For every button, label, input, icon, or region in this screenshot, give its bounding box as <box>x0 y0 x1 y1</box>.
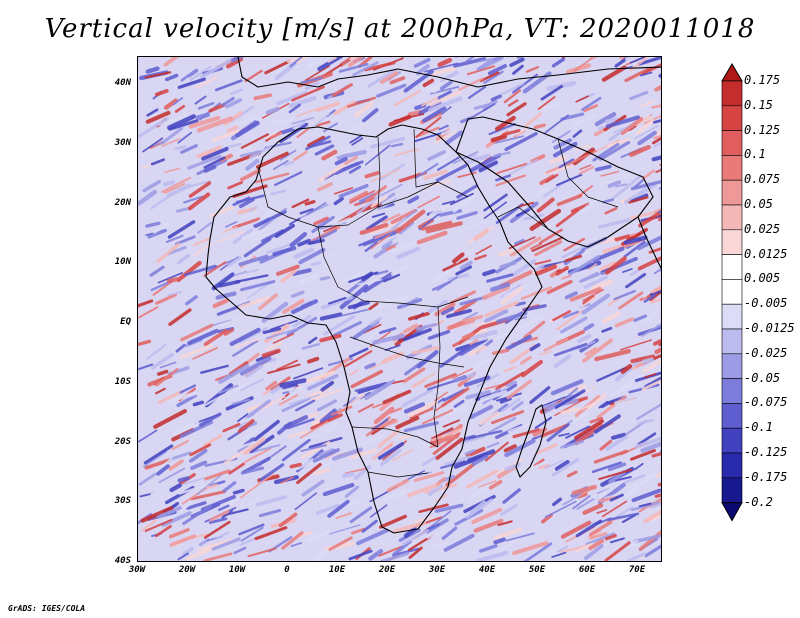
lon-label: 60E <box>578 565 596 575</box>
border-line <box>367 471 429 478</box>
border-line <box>413 128 469 198</box>
lon-label: 20W <box>178 565 196 575</box>
africa-coastline <box>205 124 543 534</box>
colorbar-label: 0.125 <box>744 122 781 137</box>
velocity-field <box>138 57 661 561</box>
lat-label: 10S <box>114 376 131 387</box>
colorbar-swatch <box>721 204 743 231</box>
colorbar-swatch <box>721 155 743 181</box>
border-line <box>351 426 439 448</box>
lat-label: 20N <box>114 197 131 208</box>
colorbar-label: -0.2 <box>744 494 773 509</box>
colorbar-label: -0.05 <box>744 370 781 385</box>
colorbar-swatch <box>721 427 743 454</box>
colorbar-label: 0.15 <box>744 97 773 112</box>
colorbar-label: -0.1 <box>744 420 773 435</box>
colorbar-label: -0.175 <box>744 469 788 484</box>
colorbar-swatch <box>721 477 743 503</box>
colorbar-swatch <box>721 279 743 305</box>
colorbar-min-arrow <box>721 502 743 522</box>
map-title: Vertical velocity [m/s] at 200hPa, VT: 2… <box>44 14 756 44</box>
colorbar-swatch <box>721 254 743 280</box>
colorbar-label: 0.1 <box>744 147 766 162</box>
colorbar-label: -0.005 <box>744 296 788 311</box>
colorbar-label: 0.025 <box>744 221 781 236</box>
colorbar-label: 0.075 <box>744 172 781 187</box>
colorbar-label: -0.025 <box>744 345 788 360</box>
border-line <box>557 138 619 208</box>
colorbar <box>721 63 743 522</box>
colorbar-label: -0.075 <box>744 395 788 410</box>
colorbar-swatch <box>721 452 743 479</box>
colorbar-label: 0.005 <box>744 271 781 286</box>
colorbar-swatch <box>721 353 743 379</box>
lat-label: 10N <box>114 257 131 268</box>
colorbar-swatch <box>721 303 743 330</box>
colorbar-swatch <box>721 403 743 429</box>
border-line <box>377 136 381 208</box>
arabia-coastline <box>455 116 654 248</box>
border-line <box>433 306 441 448</box>
lon-label: 10E <box>328 565 346 575</box>
colorbar-swatch <box>721 105 743 131</box>
colorbar-swatch <box>721 229 743 255</box>
colorbar-label: 0.175 <box>744 73 781 87</box>
lat-label: 20S <box>114 436 131 447</box>
lat-label: 30S <box>114 496 131 507</box>
grads-credit: GrADS: IGES/COLA <box>8 604 86 613</box>
lon-label: 50E <box>528 565 546 575</box>
colorbar-swatch <box>721 130 743 156</box>
lon-label: 10W <box>228 565 246 575</box>
lat-label: 40S <box>114 556 131 566</box>
lon-label: 30W <box>128 565 146 575</box>
lat-label: 40N <box>114 78 131 88</box>
lon-label: 40E <box>478 565 496 575</box>
map-panel <box>137 56 662 562</box>
india-coastline <box>637 216 661 270</box>
colorbar-label: -0.0125 <box>744 321 795 335</box>
lat-label: 30N <box>114 137 131 148</box>
lon-label: 70E <box>628 565 646 575</box>
lat-label: EQ <box>120 317 131 327</box>
border-line <box>349 336 465 368</box>
colorbar-swatch <box>721 179 743 206</box>
border-line <box>287 181 439 228</box>
colorbar-label: -0.125 <box>744 445 788 459</box>
lon-label: 20E <box>378 565 396 575</box>
colorbar-max-arrow <box>721 63 743 82</box>
colorbar-swatch <box>721 80 743 107</box>
border-line <box>497 206 549 230</box>
lon-label: 0 <box>284 565 290 575</box>
colorbar-label: 0.05 <box>744 197 773 211</box>
colorbar-swatch <box>721 328 743 355</box>
madagascar-coastline <box>515 404 547 478</box>
border-line <box>257 166 289 218</box>
europe-coastline <box>237 57 661 88</box>
lon-label: 30E <box>428 565 446 575</box>
colorbar-swatch <box>721 378 743 404</box>
colorbar-label: 0.0125 <box>744 246 788 261</box>
